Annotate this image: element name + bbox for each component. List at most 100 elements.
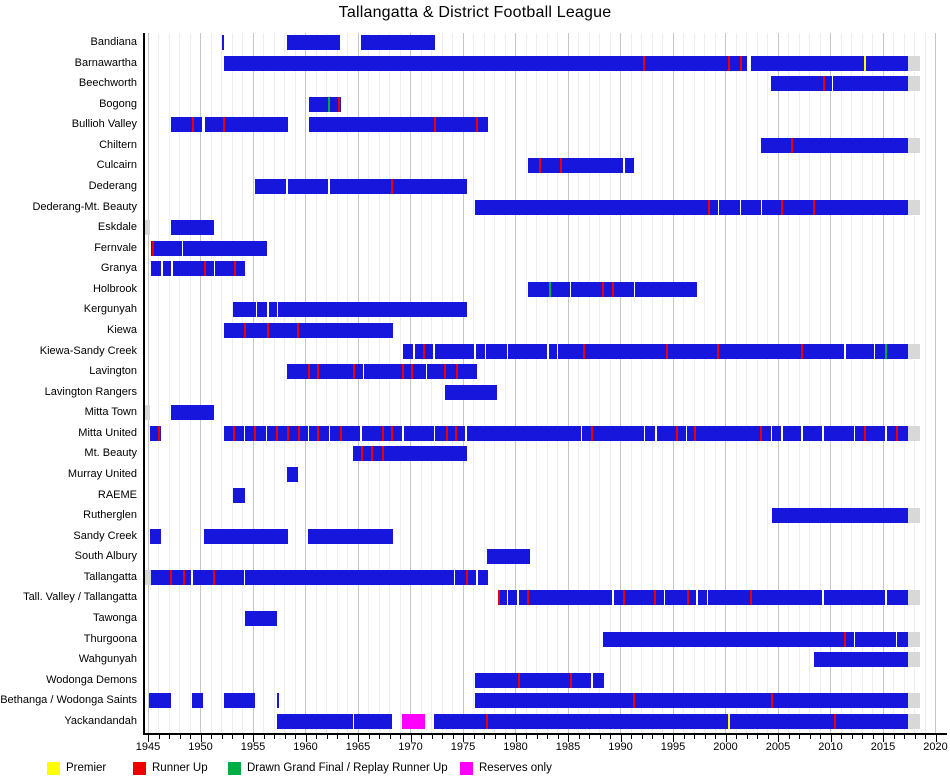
segment-divider — [476, 569, 478, 585]
segment-divider — [760, 199, 763, 215]
segment-divider — [517, 590, 519, 606]
segment-divider — [213, 261, 216, 277]
gridline-minor — [767, 33, 768, 733]
red-result-mark — [707, 199, 710, 215]
club-label: Mt. Beauty — [84, 447, 137, 460]
gridline-minor — [609, 33, 611, 733]
x-axis-minor-tick — [232, 735, 233, 739]
club-label: Bogong — [99, 97, 137, 110]
gridline-minor — [326, 33, 327, 733]
legend-label: Drawn Grand Final / Replay Runner Up — [247, 762, 448, 774]
gridline-minor — [210, 33, 212, 733]
membership-bar-segment — [361, 35, 435, 50]
x-axis-minor-tick — [599, 735, 601, 739]
x-axis-major-tick — [568, 735, 569, 742]
gridline-minor — [378, 33, 380, 733]
membership-bar-segment — [151, 569, 488, 585]
x-axis-major-tick — [778, 735, 779, 742]
x-axis-tick-label: 1960 — [293, 741, 318, 753]
segment-divider — [243, 569, 246, 585]
gridline-major — [882, 33, 884, 733]
membership-bar-segment — [204, 117, 288, 133]
segment-divider — [696, 590, 698, 606]
x-axis-major-tick — [830, 735, 832, 742]
gridline-minor — [893, 33, 894, 733]
x-axis-major-tick — [463, 735, 464, 742]
club-label: Lavington Rangers — [44, 385, 137, 398]
membership-bar-segment — [528, 158, 635, 174]
x-axis-minor-tick — [872, 735, 874, 739]
club-label: Dederang — [88, 179, 137, 192]
segment-divider — [547, 343, 549, 359]
membership-bar-segment — [761, 137, 908, 153]
segment-divider — [556, 343, 559, 359]
x-axis-minor-tick — [242, 735, 244, 739]
gridline-minor — [756, 33, 758, 733]
x-axis-minor-tick — [809, 735, 811, 739]
red-result-mark — [455, 364, 458, 380]
membership-bar-segment — [233, 302, 468, 318]
membership-bar-segment — [907, 76, 920, 92]
membership-bar-segment — [403, 343, 908, 359]
red-result-mark — [559, 158, 562, 174]
segment-divider — [831, 76, 834, 92]
membership-bar-segment — [203, 528, 288, 544]
red-result-mark — [601, 281, 604, 297]
segment-divider — [895, 631, 898, 647]
x-axis-minor-tick — [557, 735, 559, 739]
red-result-mark — [622, 590, 625, 606]
club-label: Culcairn — [96, 159, 137, 172]
x-axis-major-tick — [725, 735, 727, 742]
segment-divider — [853, 631, 856, 647]
red-result-mark — [790, 137, 793, 153]
x-axis-minor-tick — [694, 735, 695, 739]
gridline-minor — [263, 33, 264, 733]
red-result-mark — [895, 425, 898, 441]
red-result-mark — [233, 425, 236, 441]
x-axis-line — [143, 733, 947, 735]
x-axis-minor-tick — [505, 735, 506, 739]
x-axis-major-tick — [410, 735, 412, 742]
red-result-mark — [423, 343, 426, 359]
legend-label: Premier — [66, 762, 107, 774]
red-result-mark — [338, 96, 341, 112]
red-result-mark — [591, 425, 594, 441]
gridline-minor — [420, 33, 422, 733]
red-result-mark — [390, 178, 393, 194]
club-label: Chiltern — [99, 138, 137, 151]
x-axis-minor-tick — [326, 735, 328, 739]
red-result-mark — [382, 446, 385, 462]
membership-bar-segment — [286, 35, 341, 50]
x-axis-minor-tick — [221, 735, 223, 739]
membership-bar-segment — [402, 713, 426, 729]
x-axis-minor-tick — [736, 735, 737, 739]
segment-divider — [276, 302, 279, 318]
membership-bar-segment — [171, 117, 202, 133]
membership-bar-segment — [907, 55, 920, 71]
club-label: Eskdale — [97, 221, 137, 234]
membership-bar-segment — [162, 261, 172, 277]
y-axis-line — [143, 33, 145, 735]
membership-bar-segment — [233, 487, 245, 503]
membership-bar-segment — [907, 508, 920, 524]
x-axis-minor-tick — [421, 735, 422, 739]
membership-bar-segment — [907, 713, 920, 729]
gridline-minor — [630, 33, 632, 733]
membership-bar-segment — [907, 425, 920, 441]
segment-divider — [770, 425, 773, 441]
segment-divider — [685, 425, 688, 441]
green-result-mark — [549, 281, 552, 297]
segment-divider — [717, 199, 720, 215]
x-axis-minor-tick — [578, 735, 580, 739]
club-label: Bullioh Valley — [71, 118, 137, 131]
gridline-minor — [641, 33, 642, 733]
segment-divider — [413, 343, 415, 359]
gridline-minor — [546, 33, 548, 733]
segment-divider — [801, 425, 803, 441]
gridline-minor — [294, 33, 296, 733]
x-axis-minor-tick — [547, 735, 548, 739]
segment-divider — [506, 590, 509, 606]
segment-divider — [612, 590, 614, 606]
x-axis-minor-tick — [746, 735, 748, 739]
red-result-mark — [486, 713, 489, 729]
